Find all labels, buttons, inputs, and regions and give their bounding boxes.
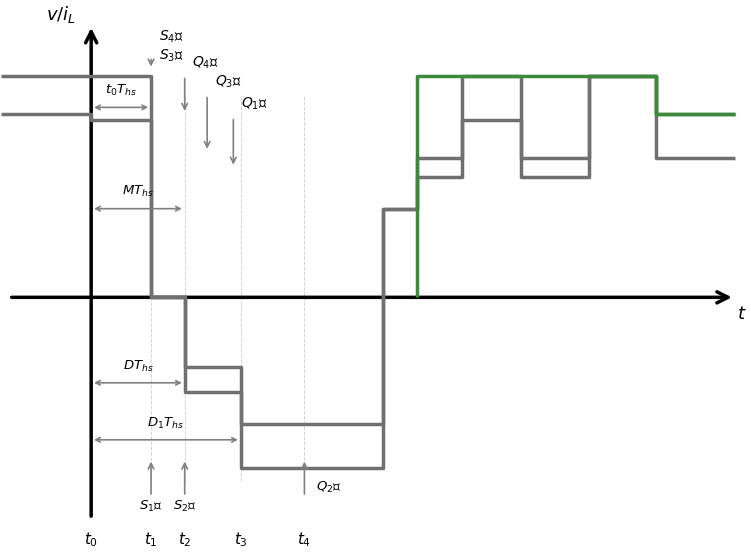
Text: $DT_{hs}$: $DT_{hs}$ (122, 359, 153, 374)
Text: $Q_2$开: $Q_2$开 (315, 480, 341, 495)
Text: $S_4$关: $S_4$关 (158, 29, 183, 45)
Text: $Q_1$关: $Q_1$关 (241, 95, 267, 112)
Text: $S_2$开: $S_2$开 (173, 498, 197, 513)
Text: $t_2$: $t_2$ (178, 530, 192, 549)
Text: $Q_3$开: $Q_3$开 (215, 73, 241, 89)
Text: $t_1$: $t_1$ (144, 530, 158, 549)
Text: $Q_4$关: $Q_4$关 (192, 54, 219, 71)
Text: $t_3$: $t_3$ (234, 530, 248, 549)
Text: $t_0$: $t_0$ (84, 530, 98, 549)
Text: $S_1$关: $S_1$关 (139, 498, 163, 513)
Text: $D_1T_{hs}$: $D_1T_{hs}$ (147, 416, 185, 431)
Text: $MT_{hs}$: $MT_{hs}$ (122, 184, 154, 199)
Text: $t_4$: $t_4$ (297, 530, 312, 549)
Text: $S_3$开: $S_3$开 (158, 48, 183, 64)
Text: $t$: $t$ (737, 305, 747, 323)
Text: $t_0T_{hs}$: $t_0T_{hs}$ (105, 82, 137, 98)
Text: $v/i_L$: $v/i_L$ (47, 4, 76, 25)
